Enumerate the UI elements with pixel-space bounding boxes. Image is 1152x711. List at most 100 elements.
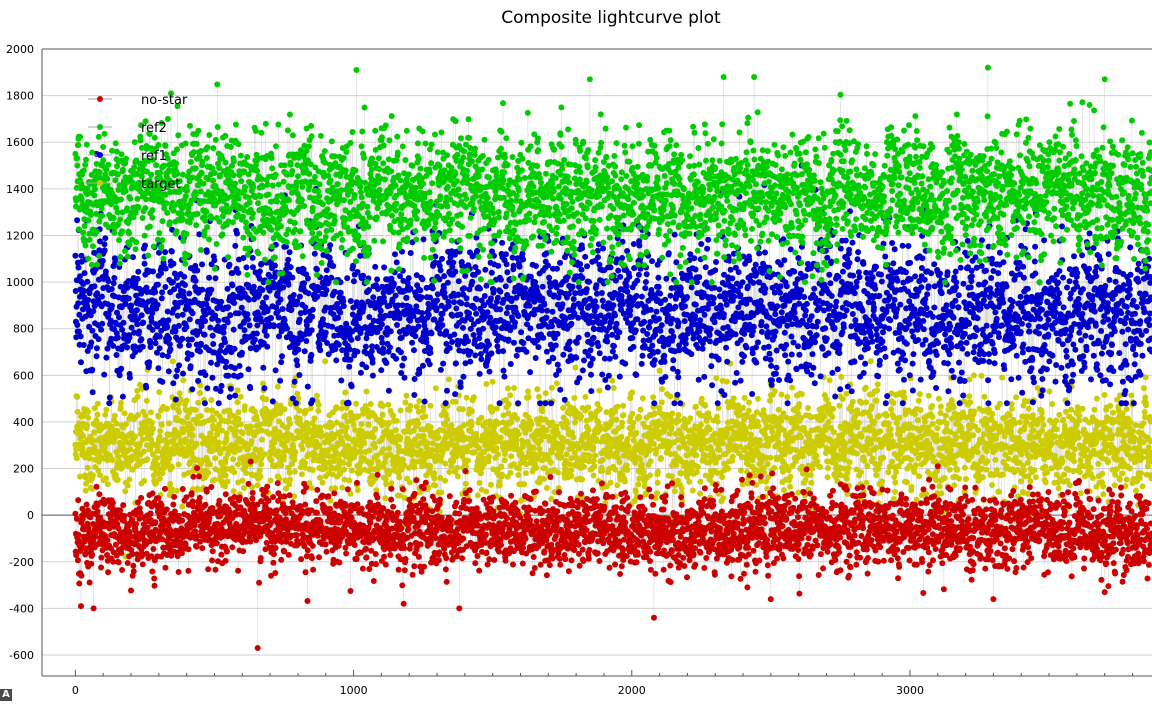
data-point xyxy=(234,387,241,394)
data-point xyxy=(650,440,657,447)
data-point xyxy=(380,446,387,453)
data-point xyxy=(339,422,346,429)
data-point xyxy=(124,482,131,489)
data-point xyxy=(1012,454,1019,461)
data-point xyxy=(864,462,871,469)
data-point xyxy=(675,417,682,424)
data-point xyxy=(741,394,748,401)
data-point xyxy=(205,469,212,476)
data-point xyxy=(357,468,364,475)
data-point xyxy=(616,459,623,465)
data-point xyxy=(798,434,805,441)
data-point xyxy=(807,472,814,478)
data-point xyxy=(281,406,288,413)
data-point xyxy=(253,330,260,337)
data-point xyxy=(799,453,806,460)
data-point xyxy=(739,404,746,411)
data-point xyxy=(928,446,935,453)
data-point xyxy=(243,264,250,271)
data-point xyxy=(319,479,326,486)
data-point xyxy=(970,372,977,379)
data-point xyxy=(868,403,875,409)
data-point xyxy=(798,391,805,398)
data-point xyxy=(693,452,700,459)
data-point xyxy=(675,412,682,418)
data-point xyxy=(217,347,224,354)
data-point xyxy=(245,366,252,373)
data-point xyxy=(979,407,986,414)
data-point xyxy=(916,391,923,398)
data-point xyxy=(431,470,438,477)
data-point xyxy=(296,372,303,378)
data-point xyxy=(894,420,900,427)
data-point xyxy=(853,450,860,457)
data-point xyxy=(383,360,390,366)
data-point xyxy=(303,338,310,344)
data-point xyxy=(1030,427,1037,434)
data-point xyxy=(1049,401,1056,407)
data-point xyxy=(322,358,329,365)
data-point xyxy=(1123,406,1130,412)
data-point xyxy=(967,399,974,406)
data-point xyxy=(950,441,957,448)
data-point xyxy=(486,453,492,460)
data-point xyxy=(855,419,862,426)
data-point xyxy=(1070,451,1077,458)
data-point xyxy=(207,430,214,437)
data-point xyxy=(1071,446,1078,453)
data-point xyxy=(245,452,252,459)
data-point xyxy=(674,436,681,443)
data-point xyxy=(243,470,250,477)
data-point xyxy=(948,397,955,404)
data-point xyxy=(286,249,293,256)
data-point xyxy=(159,352,166,359)
data-point xyxy=(1109,432,1115,439)
data-point xyxy=(140,448,147,455)
data-point xyxy=(1139,455,1146,461)
data-point xyxy=(559,444,566,451)
data-point xyxy=(1048,440,1055,447)
data-point xyxy=(1020,467,1027,474)
data-point xyxy=(1068,406,1075,413)
data-point xyxy=(172,442,179,449)
data-point xyxy=(720,440,726,447)
data-point xyxy=(729,453,736,460)
data-point xyxy=(314,293,321,300)
data-point xyxy=(299,446,306,452)
data-point xyxy=(287,264,294,271)
data-point xyxy=(380,402,386,409)
data-point xyxy=(888,406,895,413)
data-point xyxy=(980,474,987,481)
data-point xyxy=(896,414,903,421)
data-point xyxy=(929,403,936,409)
data-point xyxy=(496,482,503,489)
data-point xyxy=(230,326,237,333)
data-point xyxy=(176,362,183,369)
data-point xyxy=(318,432,325,439)
data-point xyxy=(1059,458,1066,464)
data-point xyxy=(122,488,129,495)
data-point xyxy=(396,474,403,481)
data-point xyxy=(256,268,263,275)
data-point xyxy=(84,278,91,285)
data-point xyxy=(614,403,621,410)
data-point xyxy=(238,304,245,311)
data-point xyxy=(95,336,102,343)
data-point xyxy=(118,365,125,372)
data-point xyxy=(689,487,696,494)
data-point xyxy=(158,270,164,277)
data-point xyxy=(370,294,377,301)
data-point xyxy=(390,412,397,419)
data-point xyxy=(871,418,877,425)
data-point xyxy=(104,481,111,488)
data-point xyxy=(289,274,296,281)
data-point xyxy=(302,304,309,311)
data-point xyxy=(590,444,597,451)
data-point xyxy=(949,415,956,422)
data-point xyxy=(978,372,985,379)
data-point xyxy=(842,440,849,447)
data-point xyxy=(1013,394,1020,401)
data-point xyxy=(337,289,344,296)
data-point xyxy=(1025,405,1032,412)
data-point xyxy=(302,408,309,415)
